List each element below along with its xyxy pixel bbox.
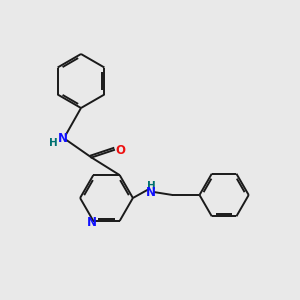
Text: N: N — [58, 131, 68, 145]
Text: O: O — [115, 143, 125, 157]
Text: H: H — [146, 181, 155, 191]
Text: N: N — [87, 216, 97, 229]
Text: N: N — [146, 185, 156, 199]
Text: H: H — [49, 138, 58, 148]
